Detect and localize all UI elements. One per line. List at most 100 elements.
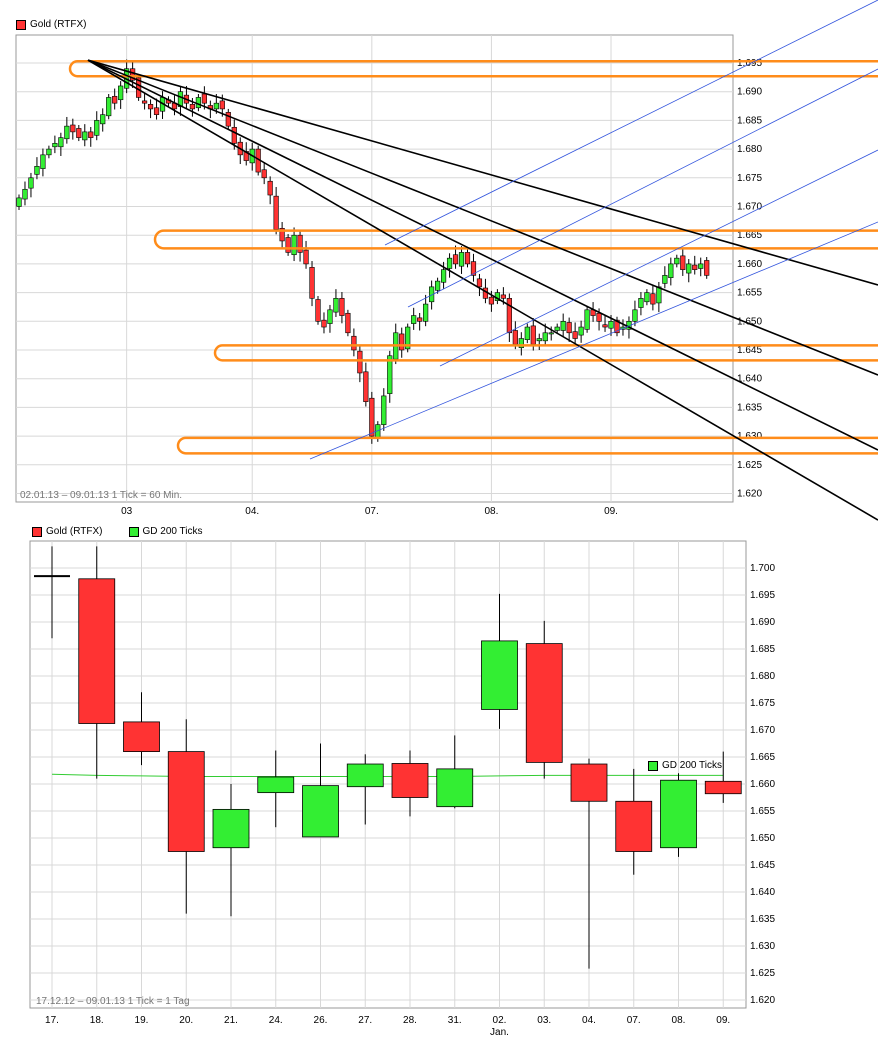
top-candle-body: [405, 326, 411, 350]
daily-candle-body: [570, 763, 608, 802]
top-candle-body: [506, 298, 512, 334]
legend-swatch-gold: [16, 19, 26, 30]
top-candle-body: [387, 355, 393, 394]
top-candle-body: [423, 303, 429, 322]
top-candle-body: [261, 169, 267, 179]
top-candle-body: [524, 326, 530, 340]
legend-swatch-gold: [32, 526, 42, 537]
daily-candle-body: [257, 776, 295, 794]
top-candle-body: [357, 350, 363, 374]
top-candle-body: [147, 104, 154, 110]
top-candle-body: [417, 317, 423, 322]
top-candle-body: [692, 264, 698, 270]
bottom-y-tick-label: 1.690: [750, 617, 775, 628]
top-candle-body: [638, 298, 644, 308]
top-y-tick-label: 1.650: [737, 316, 762, 327]
orange-support-resistance-zone: [176, 436, 878, 455]
bottom-x-tick-label: 18.: [90, 1015, 104, 1026]
top-y-tick-label: 1.660: [737, 259, 762, 270]
bottom-x-tick-label: 21.: [224, 1015, 238, 1026]
top-y-tick-label: 1.645: [737, 345, 762, 356]
top-candle-body: [303, 249, 309, 265]
orange-support-resistance-zone: [213, 344, 878, 362]
bottom-x-tick-label: 24.: [269, 1015, 283, 1026]
bottom-legend-label-2: GD 200 Ticks: [142, 526, 203, 537]
top-candle-body: [231, 126, 237, 144]
bottom-x-tick-label: 28.: [403, 1015, 417, 1026]
top-candle-body: [369, 397, 375, 437]
top-candle-body: [698, 263, 704, 269]
bottom-y-tick-label: 1.670: [750, 725, 775, 736]
top-legend: Gold (RTFX): [16, 19, 87, 30]
top-candle-body: [363, 371, 369, 402]
top-candle-body: [464, 252, 471, 265]
top-candle-body: [662, 275, 668, 284]
top-candle-body: [632, 309, 638, 322]
top-y-tick-label: 1.655: [737, 288, 762, 299]
daily-candle-body: [615, 800, 653, 852]
top-candle-body: [333, 298, 339, 313]
top-candle-body: [118, 85, 124, 101]
daily-candle-body: [212, 808, 250, 849]
blue-channel-line: [309, 221, 878, 460]
top-candle-body: [106, 97, 112, 117]
top-candle-body: [566, 322, 572, 334]
top-candle-body: [267, 180, 273, 196]
top-x-tick-label: 08.: [484, 506, 498, 517]
top-y-tick-label: 1.690: [737, 87, 762, 98]
top-candle-body: [434, 280, 441, 291]
top-candle-body: [82, 131, 88, 141]
top-candle-body: [70, 124, 76, 133]
orange-support-resistance-zone: [153, 229, 878, 250]
top-candle-body: [596, 312, 602, 322]
daily-candle-body: [525, 643, 563, 763]
top-candle-body: [291, 234, 297, 256]
top-y-tick-label: 1.680: [737, 144, 762, 155]
bottom-y-tick-label: 1.665: [750, 752, 775, 763]
top-y-tick-label: 1.675: [737, 173, 762, 184]
daily-candle-body: [436, 768, 474, 808]
top-y-tick-label: 1.635: [737, 402, 762, 413]
top-candle-body: [704, 260, 710, 276]
top-candle-body: [130, 68, 136, 81]
bottom-y-tick-label: 1.680: [750, 671, 775, 682]
top-candle-body: [297, 234, 303, 253]
ma-swatch: [648, 760, 658, 771]
top-candle-body: [512, 330, 518, 345]
ma-inline-label: GD 200 Ticks: [648, 760, 722, 771]
daily-candle-body: [391, 763, 429, 798]
top-x-tick-label: 03: [121, 506, 133, 517]
top-candle-body: [399, 333, 405, 351]
bottom-y-tick-label: 1.700: [750, 563, 775, 574]
top-candle-body: [273, 195, 279, 230]
fan-line: [87, 59, 878, 521]
bottom-y-tick-label: 1.675: [750, 698, 775, 709]
top-y-tick-label: 1.670: [737, 202, 762, 213]
top-candle-body: [40, 154, 46, 169]
bottom-x-tick-label: 09.: [716, 1015, 730, 1026]
top-info: 02.01.13 – 09.01.13 1 Tick = 60 Min.: [20, 490, 183, 501]
top-y-tick-label: 1.625: [737, 460, 762, 471]
top-candle-body: [22, 188, 28, 200]
top-candle-body: [195, 97, 202, 109]
bottom-x-tick-label: 08.: [672, 1015, 686, 1026]
top-candle-body: [309, 267, 315, 299]
top-candle-body: [530, 325, 536, 345]
top-zone-layer: [68, 60, 878, 455]
bottom-legend-label-1: Gold (RTFX): [46, 526, 103, 537]
fan-line: [87, 59, 878, 286]
top-y-tick-label: 1.620: [737, 489, 762, 500]
top-candle-body: [656, 286, 662, 304]
top-candle-body: [500, 294, 506, 299]
top-candle-body: [381, 395, 387, 425]
bottom-x-tick-label: 31.: [448, 1015, 462, 1026]
daily-candle-body: [481, 640, 518, 710]
daily-candle-body: [302, 785, 339, 838]
fan-line: [87, 59, 878, 376]
top-candle-body: [542, 332, 548, 342]
top-candle-body: [16, 197, 22, 207]
top-candle-body: [458, 252, 465, 267]
top-candle-body: [52, 143, 58, 148]
top-candle-body: [476, 278, 483, 288]
